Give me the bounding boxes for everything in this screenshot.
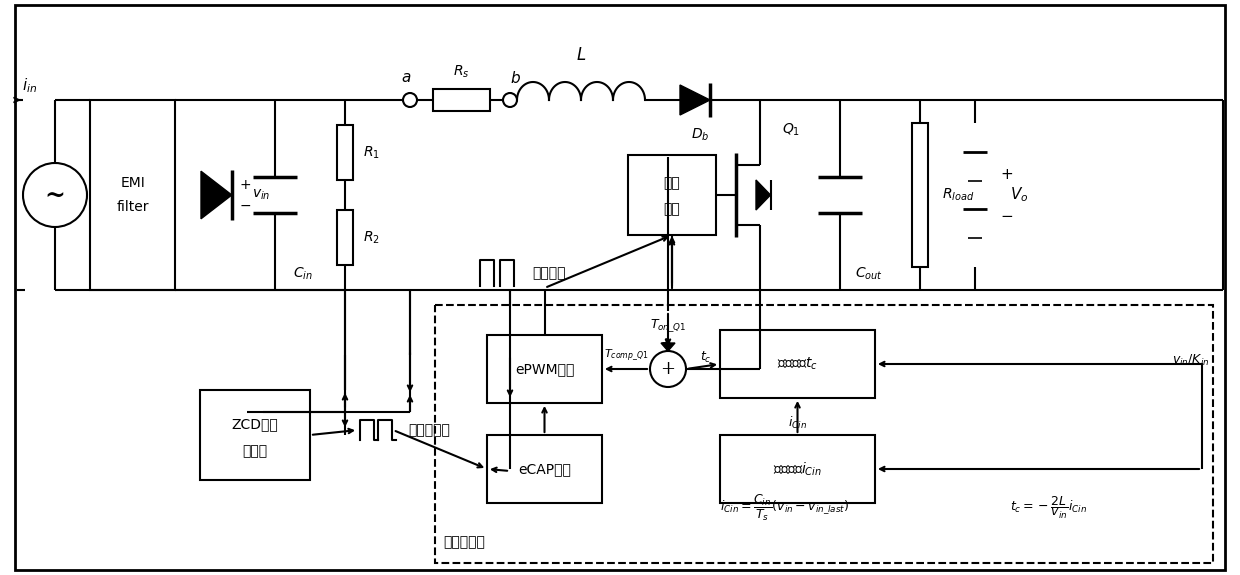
Bar [487, 435, 601, 503]
Text: 驱动: 驱动 [663, 176, 681, 190]
Text: $+$: $+$ [999, 168, 1013, 182]
Text: $b$: $b$ [510, 70, 521, 86]
Text: 实时计算$t_c$: 实时计算$t_c$ [777, 356, 818, 372]
Polygon shape [661, 343, 675, 351]
Text: $D_b$: $D_b$ [691, 127, 709, 143]
Text: eCAP模块: eCAP模块 [518, 462, 570, 476]
Bar [627, 155, 715, 235]
Text: +: + [661, 360, 676, 378]
Text: $-$: $-$ [999, 208, 1013, 222]
Bar [91, 100, 175, 290]
Bar [200, 390, 310, 480]
Text: $R_s$: $R_s$ [454, 64, 470, 80]
Text: $L$: $L$ [575, 48, 587, 64]
Text: 驱动信号: 驱动信号 [532, 266, 565, 280]
Text: ZCD过零: ZCD过零 [232, 417, 278, 431]
Bar [720, 330, 875, 398]
Text: 数字控制器: 数字控制器 [443, 535, 485, 549]
Text: $i_{in}$: $i_{in}$ [22, 76, 37, 95]
Text: $R_1$: $R_1$ [363, 144, 379, 160]
Text: $V_o$: $V_o$ [1011, 186, 1028, 204]
Text: $T_{on\_Q1}$: $T_{on\_Q1}$ [650, 317, 686, 335]
Circle shape [503, 93, 517, 107]
Bar [337, 125, 353, 180]
Text: $v_{in}$: $v_{in}$ [252, 188, 270, 202]
Text: $v_{in}/K_{in}$: $v_{in}/K_{in}$ [1173, 352, 1210, 367]
Polygon shape [680, 85, 711, 115]
Text: 上升沿信号: 上升沿信号 [408, 423, 450, 437]
Bar [435, 305, 1213, 563]
Text: $t_c=-\dfrac{2L}{v_{in}}i_{Cin}$: $t_c=-\dfrac{2L}{v_{in}}i_{Cin}$ [1011, 495, 1087, 521]
Bar [433, 89, 490, 111]
Polygon shape [756, 180, 770, 210]
Circle shape [24, 163, 87, 227]
Text: 实时计算$i_{Cin}$: 实时计算$i_{Cin}$ [773, 461, 822, 478]
Text: $-$: $-$ [239, 198, 250, 212]
Bar [487, 335, 601, 403]
Bar [337, 210, 353, 265]
Circle shape [650, 351, 686, 387]
Text: $R_{load}$: $R_{load}$ [942, 187, 975, 203]
Bar [911, 123, 928, 267]
Text: $C_{out}$: $C_{out}$ [856, 266, 883, 282]
Text: $C_{in}$: $C_{in}$ [293, 266, 312, 282]
Text: $R_2$: $R_2$ [363, 229, 379, 246]
Text: $a$: $a$ [401, 71, 412, 85]
Text: 电路: 电路 [663, 202, 681, 216]
Text: filter: filter [117, 200, 149, 214]
Polygon shape [201, 171, 232, 219]
Text: $T_{comp\_Q1}$: $T_{comp\_Q1}$ [604, 347, 649, 363]
Text: $Q_1$: $Q_1$ [782, 122, 800, 138]
Text: $i_{Cin}=\dfrac{C_{in}}{T_s}(v_{in}-v_{in\_last})$: $i_{Cin}=\dfrac{C_{in}}{T_s}(v_{in}-v_{i… [720, 493, 849, 523]
Text: 检测器: 检测器 [243, 444, 268, 458]
Text: $i_{Cin}$: $i_{Cin}$ [787, 415, 807, 431]
Text: ePWM模块: ePWM模块 [515, 362, 574, 376]
Text: ~: ~ [45, 183, 66, 207]
Text: $+$: $+$ [239, 178, 250, 192]
Text: $t_c$: $t_c$ [701, 350, 712, 365]
Circle shape [403, 93, 417, 107]
Bar [720, 435, 875, 503]
Text: EMI: EMI [120, 176, 145, 190]
Text: +: + [661, 336, 671, 350]
